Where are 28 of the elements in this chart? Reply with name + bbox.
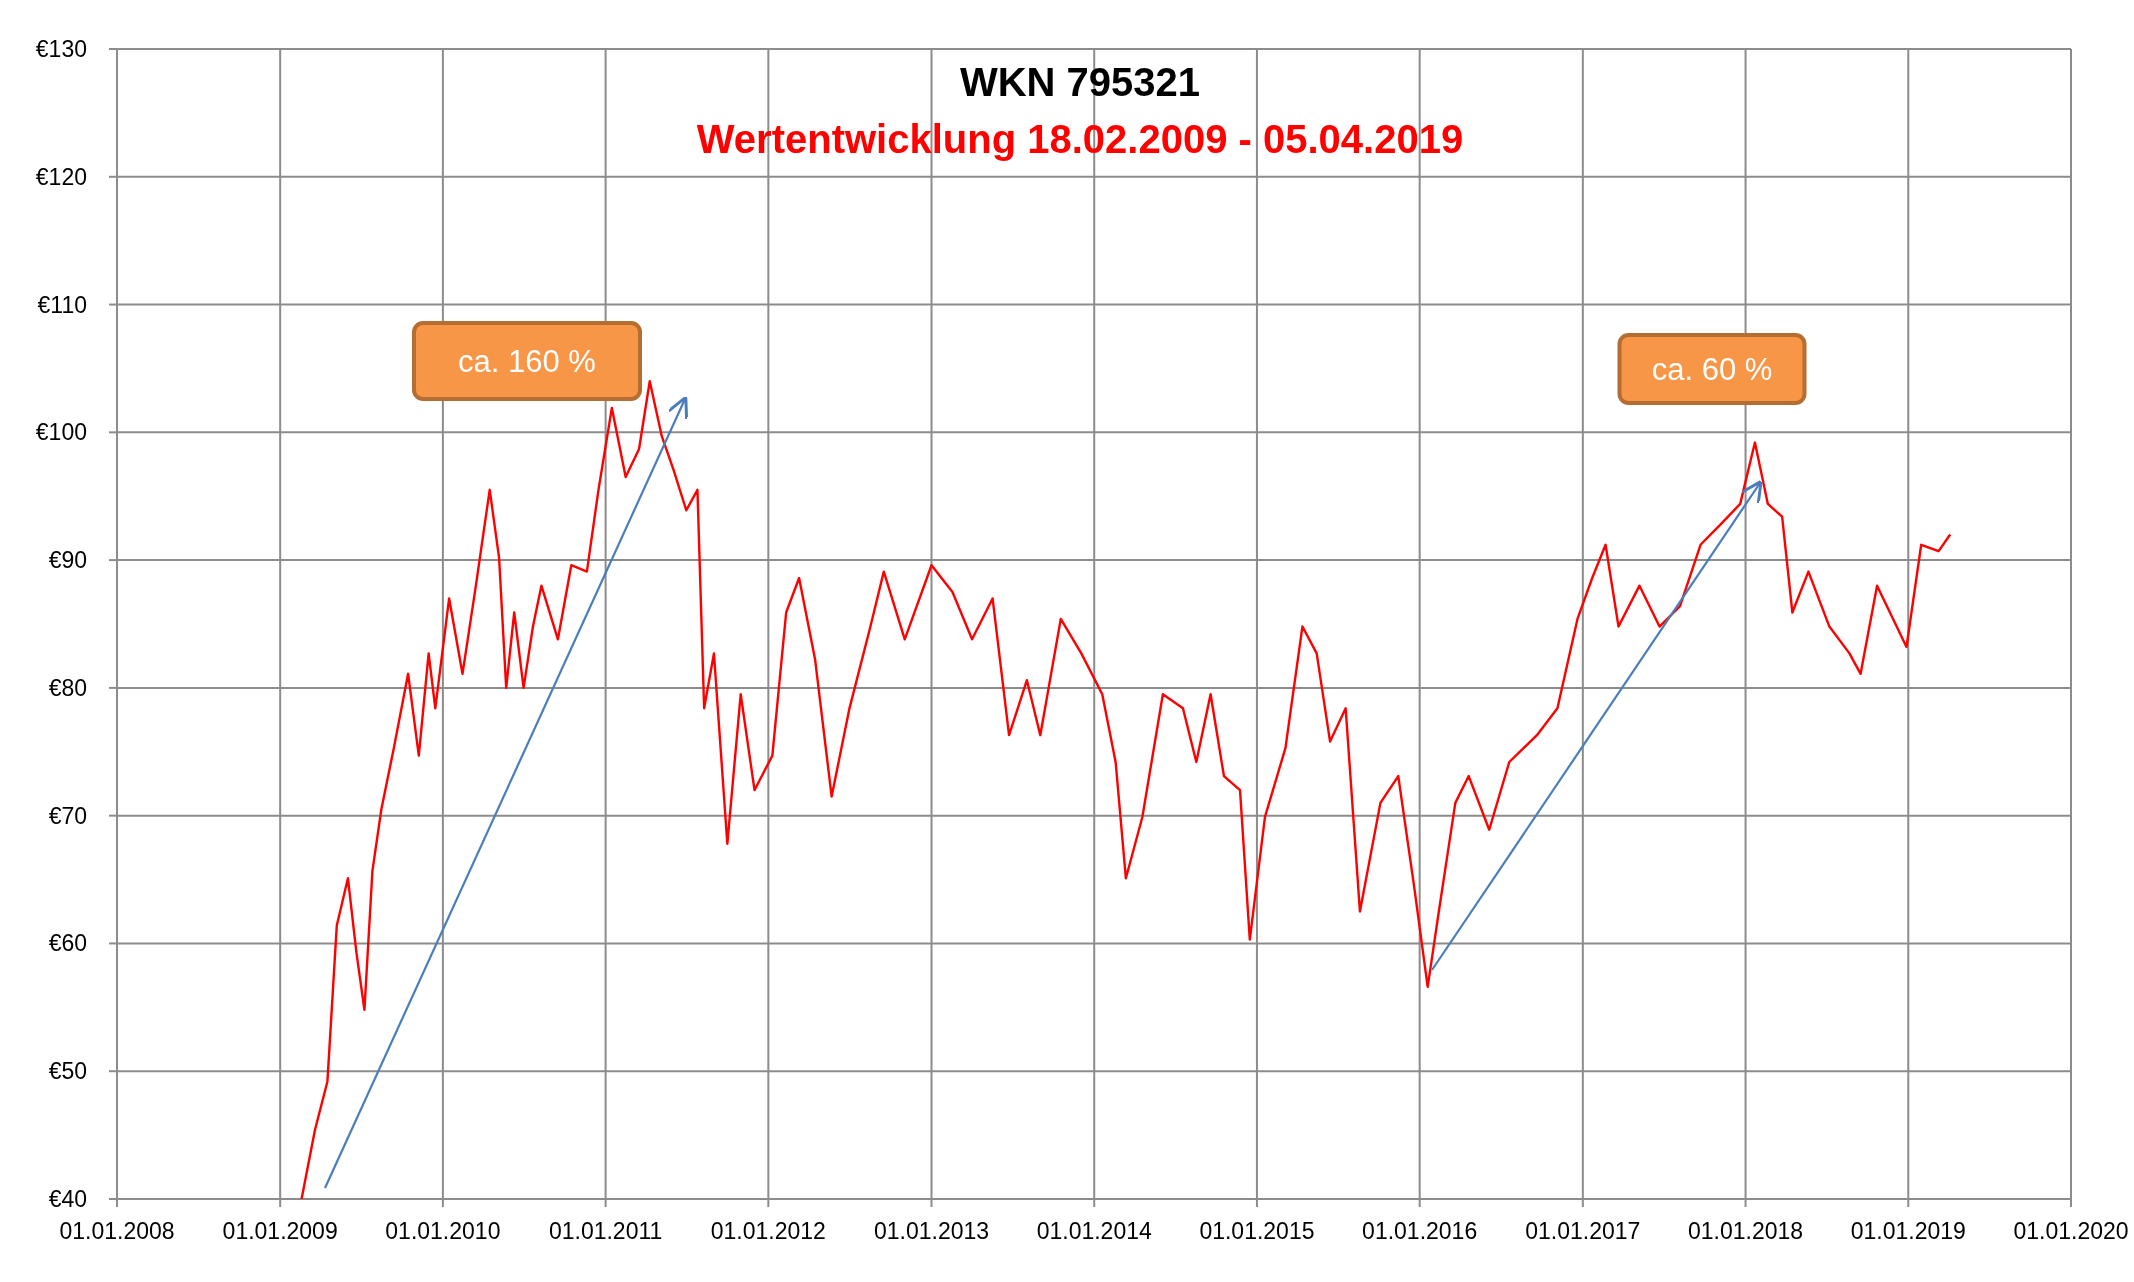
y-tick-label: €130 xyxy=(35,36,87,62)
y-tick-label: €40 xyxy=(48,1186,87,1212)
x-tick-label: 01.01.2019 xyxy=(1850,1218,1966,1244)
x-tick-label: 01.01.2013 xyxy=(873,1218,990,1244)
y-tick-label: €100 xyxy=(35,419,87,446)
y-tick-label: €70 xyxy=(48,802,87,829)
line-series xyxy=(300,380,1952,1201)
text: Wertentwicklung 18.02.2009 - 05.04.2019 xyxy=(696,117,1464,161)
chart-title: WKN 795321 xyxy=(959,60,1201,104)
y-tick-label: €60 xyxy=(48,930,87,957)
x-tick-label: 01.01.2015 xyxy=(1199,1218,1315,1244)
x-tick-label: 01.01.2012 xyxy=(710,1218,826,1244)
y-tick-label: €120 xyxy=(35,163,87,190)
x-tick-label: 01.01.2017 xyxy=(1525,1218,1641,1244)
x-tick-label: 01.01.2018 xyxy=(1687,1218,1804,1244)
y-tick-label: €50 xyxy=(48,1058,87,1085)
x-tick-label: 01.01.2010 xyxy=(385,1218,501,1244)
y-tick-label: €110 xyxy=(37,291,87,318)
x-tick-label: 01.01.2014 xyxy=(1036,1218,1152,1244)
x-tick-label: 01.01.2016 xyxy=(1362,1218,1478,1244)
y-tick-label: €80 xyxy=(48,674,87,701)
y-tick-label: €90 xyxy=(48,547,87,574)
x-tick-label: 01.01.2020 xyxy=(2013,1218,2129,1244)
x-tick-label: 01.01.2008 xyxy=(59,1218,175,1244)
x-tick-label: 01.01.2011 xyxy=(548,1218,663,1244)
x-tick-label: 01.01.2009 xyxy=(222,1218,338,1244)
annotation: ca. 60 % xyxy=(1651,352,1773,387)
annotation: ca. 160 % xyxy=(458,344,596,379)
